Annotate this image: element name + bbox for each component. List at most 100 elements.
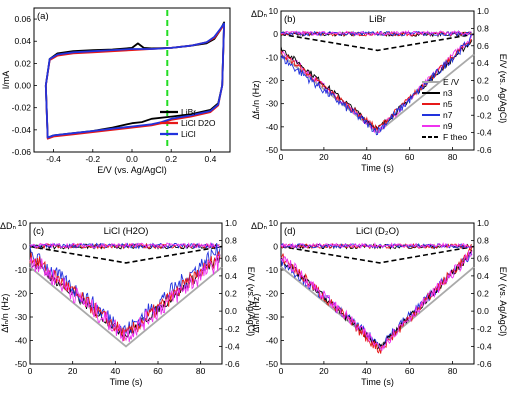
frequency-trace-n7 bbox=[29, 242, 221, 334]
frequency-trace-n9 bbox=[280, 250, 473, 351]
x-axis-label: Time (s) bbox=[110, 377, 143, 387]
panel-title: LiCl (H2O) bbox=[104, 226, 149, 237]
legend-label: n9 bbox=[443, 121, 453, 131]
y-tick-label: -30 bbox=[266, 312, 279, 322]
frequency-trace-n3 bbox=[280, 249, 473, 350]
legend-label: E /V bbox=[443, 77, 459, 87]
y2-axis-label: E/V (vs. Ag/AgCl) bbox=[498, 54, 508, 124]
y2-tick-label: -0.2 bbox=[225, 324, 240, 334]
y2-tick-label: -0.6 bbox=[477, 359, 492, 369]
y-tick-label: -0.02 bbox=[12, 103, 32, 113]
y2-tick-label: 0.0 bbox=[477, 306, 489, 316]
y-tick-label: -0.06 bbox=[12, 147, 32, 157]
x-tick-label: -0.2 bbox=[85, 154, 100, 164]
legend-label: LiCl bbox=[181, 129, 196, 139]
y2-axis-label: E/V (vs. Ag/AgCl) bbox=[246, 267, 256, 337]
x-tick-label: 20 bbox=[319, 152, 329, 162]
y2-tick-label: -0.4 bbox=[225, 341, 240, 351]
x-tick-label: 40 bbox=[362, 366, 372, 376]
y2-tick-label: 0.6 bbox=[477, 253, 489, 263]
y2-tick-label: 0.8 bbox=[477, 236, 489, 246]
panel-title: LiBr bbox=[369, 14, 386, 25]
panel-1-axes: -0.4 -0.2 0.0 0.2 0.4 -0.06 -0.04 -0.02 0.00 0.02… bbox=[1, 7, 231, 175]
y2-tick-label: -0.6 bbox=[477, 145, 492, 155]
x-tick-label: 60 bbox=[405, 152, 415, 162]
x-tick-label: 0 bbox=[28, 366, 33, 376]
y2-tick-label: 0.2 bbox=[225, 289, 237, 299]
y2-tick-label: -0.2 bbox=[477, 324, 492, 334]
y2-tick-label: 0.6 bbox=[477, 41, 489, 51]
frequency-trace-n7 bbox=[280, 34, 473, 136]
panel-title: LiCl (D₂O) bbox=[356, 226, 399, 237]
y-tick-label: -30 bbox=[266, 99, 279, 109]
f-theo-trace bbox=[280, 33, 475, 52]
y-tick-label: -20 bbox=[15, 289, 28, 299]
y2-tick-label: 0.2 bbox=[477, 289, 489, 299]
dissipation-trace-3 bbox=[29, 241, 220, 250]
y-axis-label-top: ΔDₙ bbox=[251, 221, 268, 231]
y-tick-label: -10 bbox=[266, 52, 279, 62]
panel-label: (b) bbox=[284, 14, 296, 25]
x-axis-label: Time (s) bbox=[361, 377, 394, 387]
y2-tick-label: 0.0 bbox=[477, 93, 489, 103]
frequency-trace-n5 bbox=[29, 251, 221, 342]
y-tick-label: -10 bbox=[15, 265, 28, 275]
x-tick-label: 40 bbox=[111, 366, 121, 376]
y-axis-label-top: ΔDₙ bbox=[251, 9, 268, 19]
y2-axis-label: E/V (vs. Ag/AgCl) bbox=[498, 267, 508, 337]
y-tick-label: 0 bbox=[273, 29, 278, 39]
y-tick-label: -10 bbox=[266, 265, 279, 275]
panel-label: (a) bbox=[37, 11, 49, 22]
y-axis-label: Δfₙ/n (Hz) bbox=[251, 80, 261, 119]
plot-frame bbox=[33, 7, 231, 153]
panel-label: (c) bbox=[33, 226, 44, 237]
potential-trace bbox=[29, 266, 223, 348]
y-tick-label: 0.04 bbox=[14, 36, 31, 46]
legend-label: LiBr bbox=[181, 107, 196, 117]
y-tick-label: -20 bbox=[266, 76, 279, 86]
y2-tick-label: 0.8 bbox=[225, 236, 237, 246]
y2-tick-label: 0.2 bbox=[477, 76, 489, 86]
x-tick-label: 20 bbox=[319, 366, 329, 376]
f-theo-trace bbox=[280, 245, 475, 264]
legend-label: n5 bbox=[443, 99, 453, 109]
panel-label: (d) bbox=[284, 226, 296, 237]
legend-label: F theo bbox=[443, 132, 467, 142]
y2-tick-label: 1.0 bbox=[225, 218, 237, 228]
y2-tick-label: 1.0 bbox=[477, 6, 489, 16]
y-axis-label-top: ΔDₙ bbox=[0, 221, 16, 231]
x-tick-label: 0 bbox=[279, 366, 284, 376]
x-tick-label: 0.2 bbox=[165, 154, 177, 164]
x-tick-label: 40 bbox=[362, 152, 372, 162]
y-tick-label: -50 bbox=[15, 359, 28, 369]
y-axis-label: I/mA bbox=[1, 71, 11, 90]
y-axis-label: Δfₙ/n (Hz) bbox=[0, 294, 10, 333]
y-tick-label: 10 bbox=[269, 6, 279, 16]
y-tick-label: 10 bbox=[18, 218, 28, 228]
y2-tick-label: 0.4 bbox=[225, 271, 237, 281]
frequency-trace-n7 bbox=[280, 250, 473, 350]
x-tick-label: 0 bbox=[279, 152, 284, 162]
y-tick-label: -40 bbox=[266, 122, 279, 132]
y-tick-label: 0.02 bbox=[14, 58, 31, 68]
y2-tick-label: -0.4 bbox=[477, 128, 492, 138]
y2-tick-label: 0.0 bbox=[225, 306, 237, 316]
y-tick-label: -50 bbox=[266, 359, 279, 369]
x-tick-label: 80 bbox=[196, 366, 206, 376]
x-tick-label: -0.4 bbox=[46, 154, 61, 164]
legend-label: n7 bbox=[443, 110, 453, 120]
y-tick-label: 10 bbox=[269, 218, 279, 228]
y2-tick-label: 0.8 bbox=[477, 23, 489, 33]
panel-3-axes: 0 20 40 60 80 -50 -40 -30 -20 -10 0 10 -0.6 -0.4 -0.2 0… bbox=[0, 218, 256, 387]
dissipation-trace-3 bbox=[280, 29, 472, 37]
x-axis-label: Time (s) bbox=[361, 163, 394, 173]
panel-4-axes: 0 20 40 60 80 -50 -40 -30 -20 -10 0 10 -0.6 -0.4 -0.2 0… bbox=[251, 218, 508, 387]
y-tick-label: -40 bbox=[266, 336, 279, 346]
x-tick-label: 20 bbox=[68, 366, 78, 376]
x-tick-label: 60 bbox=[405, 366, 415, 376]
f-theo-trace bbox=[29, 245, 223, 264]
x-axis-label: E/V (vs. Ag/AgCl) bbox=[97, 165, 167, 175]
